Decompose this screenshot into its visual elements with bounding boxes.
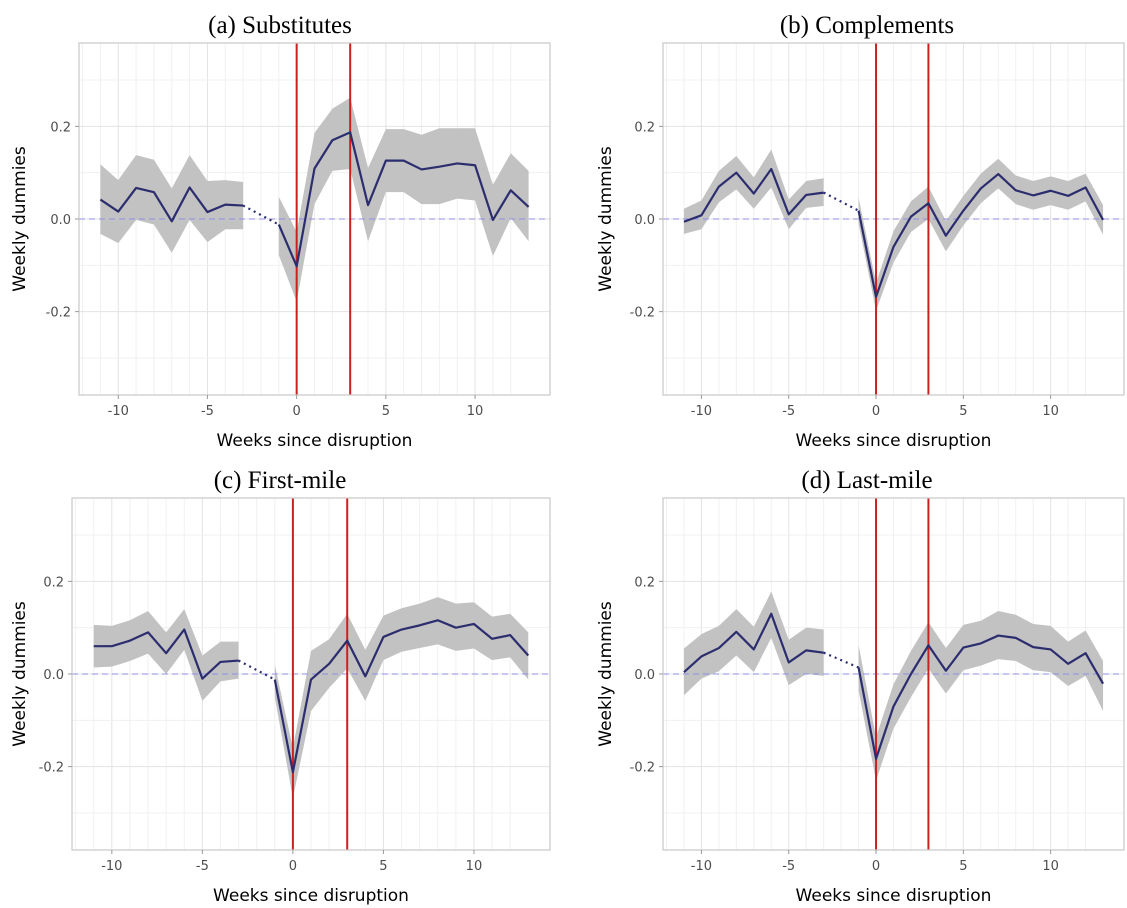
- x-tick-label: 5: [379, 859, 387, 874]
- y-tick-label: 0.0: [50, 213, 71, 228]
- x-tick-label: 0: [289, 859, 297, 874]
- dotted-connector: [823, 651, 860, 669]
- x-axis-title: Weeks since disruption: [796, 886, 992, 906]
- y-axis-title: Weekly dummies: [10, 601, 30, 747]
- x-axis-title: Weeks since disruption: [213, 886, 409, 906]
- y-tick-label: -0.2: [630, 306, 655, 321]
- y-tick-label: 0.2: [634, 120, 655, 135]
- x-tick-label: -5: [782, 404, 795, 419]
- y-tick-label: 0.2: [634, 575, 655, 590]
- x-tick-label: -5: [782, 859, 795, 874]
- y-tick-label: 0.0: [634, 668, 655, 683]
- y-axis-title: Weekly dummies: [596, 146, 616, 292]
- x-axis-title: Weeks since disruption: [796, 431, 992, 451]
- confidence-band-1: [683, 591, 824, 696]
- series-line-1: [99, 186, 244, 223]
- series-line-2: [277, 131, 530, 268]
- x-tick-label: -10: [108, 404, 129, 419]
- dotted-connector: [242, 204, 280, 226]
- y-tick-label: -0.2: [39, 761, 64, 776]
- series-line-2: [273, 619, 530, 774]
- x-tick-label: 5: [959, 404, 967, 419]
- y-tick-label: 0.0: [634, 213, 655, 228]
- x-tick-label: -5: [196, 859, 209, 874]
- y-tick-label: -0.2: [630, 761, 655, 776]
- confidence-band-2: [858, 158, 1104, 311]
- x-tick-label: 0: [872, 859, 880, 874]
- confidence-band-2: [858, 611, 1104, 781]
- confidence-band-2: [274, 597, 529, 799]
- series-line-1: [683, 612, 824, 673]
- x-tick-label: -10: [691, 859, 712, 874]
- dotted-connector: [238, 659, 276, 681]
- x-tick-label: -10: [101, 859, 122, 874]
- panel-3: (c) First-mile -10 -5 0 5 10 -0.2 0.0 0.2 Weeks s…: [10, 467, 551, 906]
- y-axis-title: Weekly dummies: [10, 146, 30, 292]
- panel-title: (c) First-mile: [214, 467, 347, 494]
- panel-title: (b) Complements: [780, 12, 954, 39]
- panel-title: (d) Last-mile: [801, 467, 932, 494]
- plot-area: [72, 498, 550, 850]
- panel-1: (a) Substitutes -10 -5 0 5 10 -0.2 0.0 0.2 Weeks …: [10, 12, 551, 451]
- x-axis-title: Weeks since disruption: [217, 431, 413, 451]
- x-tick-label: -5: [201, 404, 214, 419]
- series-line-2: [857, 634, 1105, 760]
- y-tick-label: -0.2: [46, 306, 71, 321]
- series-line-1: [683, 167, 824, 223]
- plot-area: [79, 43, 550, 395]
- panel-2: (b) Complements -10 -5 0 5 10 -0.2 0.0 0.2 Weeks …: [596, 12, 1125, 451]
- confidence-band-1: [100, 155, 244, 253]
- y-axis-title: Weekly dummies: [596, 601, 616, 747]
- x-tick-label: 0: [293, 404, 301, 419]
- x-tick-label: 10: [467, 404, 484, 419]
- y-tick-label: 0.2: [43, 575, 64, 590]
- plot-area: [663, 498, 1124, 850]
- confidence-band-2: [278, 97, 529, 302]
- y-tick-label: 0.0: [43, 668, 64, 683]
- y-tick-label: 0.2: [50, 120, 71, 135]
- x-tick-label: -10: [691, 404, 712, 419]
- x-tick-label: 10: [1042, 859, 1059, 874]
- series-line-2: [857, 172, 1105, 298]
- x-tick-label: 10: [466, 859, 483, 874]
- plot-area: [663, 43, 1124, 395]
- x-tick-label: 5: [382, 404, 390, 419]
- panel-title: (a) Substitutes: [208, 12, 352, 39]
- dotted-connector: [823, 191, 860, 212]
- x-tick-label: 0: [872, 404, 880, 419]
- series-line-1: [93, 628, 239, 680]
- x-tick-label: 5: [959, 859, 967, 874]
- x-tick-label: 10: [1042, 404, 1059, 419]
- panel-4: (d) Last-mile -10 -5 0 5 10 -0.2 0.0 0.2 Weeks si…: [596, 467, 1125, 906]
